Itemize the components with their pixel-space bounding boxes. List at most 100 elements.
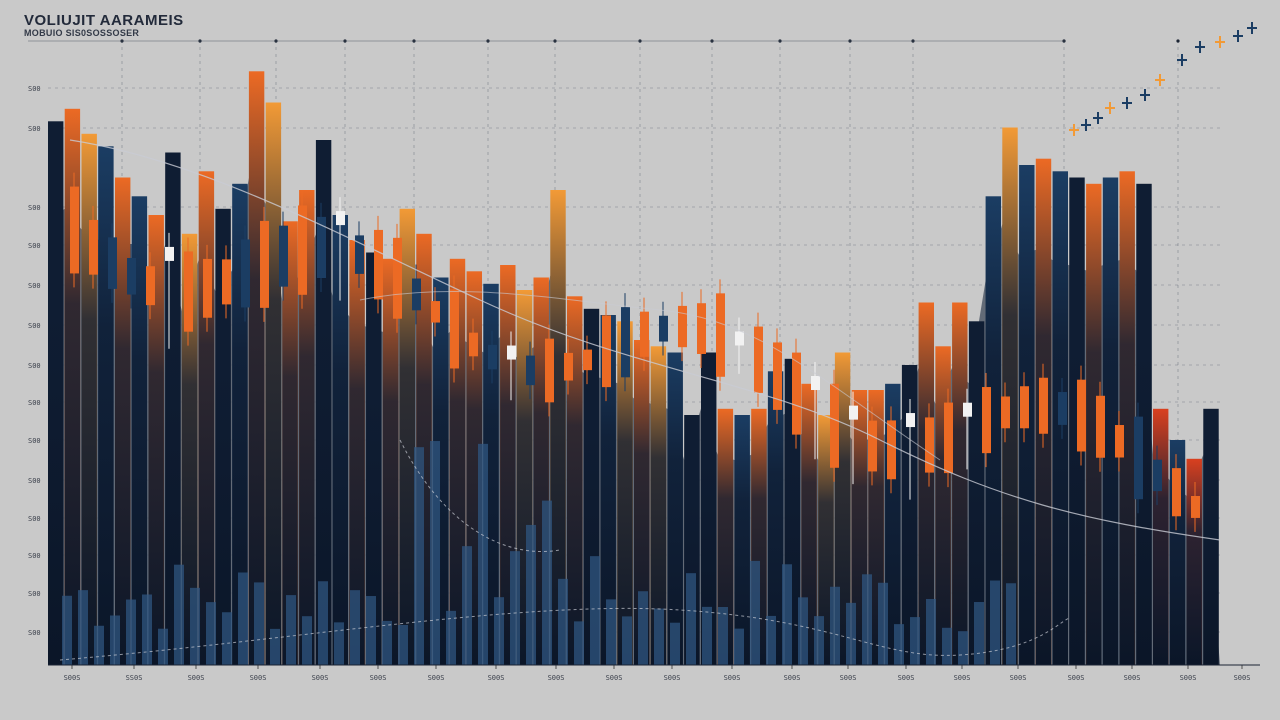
volume-bar bbox=[62, 595, 72, 665]
candle-body bbox=[754, 326, 763, 393]
x-tick-label: S00S bbox=[250, 674, 267, 682]
x-tick-label: S00S bbox=[724, 674, 741, 682]
y-tick-label: S00 bbox=[28, 322, 41, 330]
x-tick-label: S00S bbox=[312, 674, 329, 682]
trend-line-dashed bbox=[399, 439, 561, 552]
y-tick-label: S00 bbox=[28, 477, 41, 485]
y-tick-label: S00 bbox=[28, 85, 41, 93]
volume-bar bbox=[734, 628, 744, 665]
volume-bar bbox=[974, 602, 984, 665]
bar-shade bbox=[801, 383, 817, 666]
candle-body bbox=[792, 352, 801, 435]
candle-body bbox=[773, 342, 782, 410]
bar-shade bbox=[918, 302, 934, 665]
x-tick-label: S00S bbox=[1068, 674, 1085, 682]
volume-bar bbox=[318, 581, 328, 665]
bar-shade bbox=[1086, 183, 1102, 666]
candle-body bbox=[70, 186, 79, 274]
candle-body bbox=[450, 289, 459, 369]
candle-body bbox=[545, 338, 554, 403]
volume-bar bbox=[526, 524, 536, 665]
bar-shade bbox=[600, 315, 616, 665]
x-tick-label: S00S bbox=[370, 674, 387, 682]
x-tick-label: S00S bbox=[188, 674, 205, 682]
volume-bar bbox=[654, 608, 664, 665]
volume-bar bbox=[910, 617, 920, 665]
bar-shade bbox=[567, 296, 583, 666]
bar-shade bbox=[115, 177, 131, 665]
volume-bar bbox=[238, 572, 248, 665]
bar-shade bbox=[1186, 458, 1202, 666]
volume-bar bbox=[270, 628, 280, 665]
bar-shade bbox=[667, 352, 683, 665]
bar-shade bbox=[1136, 183, 1152, 666]
candle-body bbox=[716, 293, 725, 377]
y-tick-label: S00 bbox=[28, 242, 41, 250]
x-tick-label: S00S bbox=[488, 674, 505, 682]
bar-shade bbox=[1119, 171, 1135, 666]
volume-bar bbox=[190, 587, 200, 665]
volume-bar bbox=[206, 602, 216, 665]
candle-body bbox=[602, 315, 611, 388]
candle-body bbox=[222, 259, 231, 305]
candle-body bbox=[89, 219, 98, 275]
volume-bar bbox=[158, 628, 168, 665]
volume-bar bbox=[286, 595, 296, 665]
bar-shade bbox=[349, 240, 365, 665]
bar-shade bbox=[299, 190, 315, 665]
x-tick-label: S00S bbox=[548, 674, 565, 682]
candle-body bbox=[1058, 392, 1067, 425]
volume-bar bbox=[782, 564, 792, 665]
x-tick-label: S00S bbox=[1010, 674, 1027, 682]
volume-bar bbox=[590, 556, 600, 665]
candle-body bbox=[412, 278, 421, 311]
volume-bar bbox=[670, 622, 680, 665]
volume-bar bbox=[574, 621, 584, 665]
bar-shade bbox=[366, 252, 382, 665]
candle-body bbox=[1134, 416, 1143, 500]
candle-body bbox=[298, 205, 307, 295]
y-tick-label: S00 bbox=[28, 437, 41, 445]
volume-bar bbox=[222, 612, 232, 665]
volume-bar bbox=[302, 616, 312, 665]
bar-shade bbox=[1002, 127, 1018, 665]
bar-shade bbox=[901, 365, 918, 665]
bar-shade bbox=[634, 340, 650, 665]
bar-shade bbox=[181, 233, 198, 666]
bar-shade bbox=[399, 208, 415, 666]
x-tick-label: S00S bbox=[1234, 674, 1251, 682]
candle-body bbox=[640, 311, 649, 357]
bar-shade bbox=[1102, 177, 1119, 665]
candle-body bbox=[165, 246, 174, 261]
candle-body bbox=[1001, 396, 1010, 429]
volume-bar bbox=[798, 597, 808, 665]
bar-shade bbox=[985, 196, 1001, 666]
bar-shade bbox=[198, 171, 215, 666]
volume-bar bbox=[718, 606, 728, 665]
volume-bar bbox=[142, 594, 152, 665]
y-tick-label: S00 bbox=[28, 629, 41, 637]
bar-shade bbox=[550, 190, 566, 665]
volume-bar bbox=[926, 598, 936, 665]
bar-shade bbox=[265, 102, 282, 665]
candle-body bbox=[260, 220, 269, 308]
candle-body bbox=[355, 235, 364, 274]
bar-shade bbox=[617, 321, 633, 666]
bar-shade bbox=[1153, 408, 1169, 666]
y-tick-label: S00 bbox=[28, 362, 41, 370]
volume-bar bbox=[478, 443, 488, 665]
volume-bar bbox=[766, 615, 776, 665]
x-tick-label: S00S bbox=[898, 674, 915, 682]
volume-bar bbox=[398, 624, 408, 665]
candle-body bbox=[1077, 379, 1086, 452]
candle-body bbox=[374, 229, 383, 300]
x-tick-label: S00S bbox=[664, 674, 681, 682]
candle-body bbox=[203, 258, 212, 318]
candle-body bbox=[488, 344, 497, 370]
volume-bar bbox=[750, 560, 760, 665]
bar-shade bbox=[650, 346, 667, 666]
candle-body bbox=[526, 355, 535, 386]
volume-bar bbox=[990, 580, 1000, 665]
volume-bar bbox=[350, 590, 360, 665]
trend-line-bottom bbox=[59, 607, 1071, 661]
